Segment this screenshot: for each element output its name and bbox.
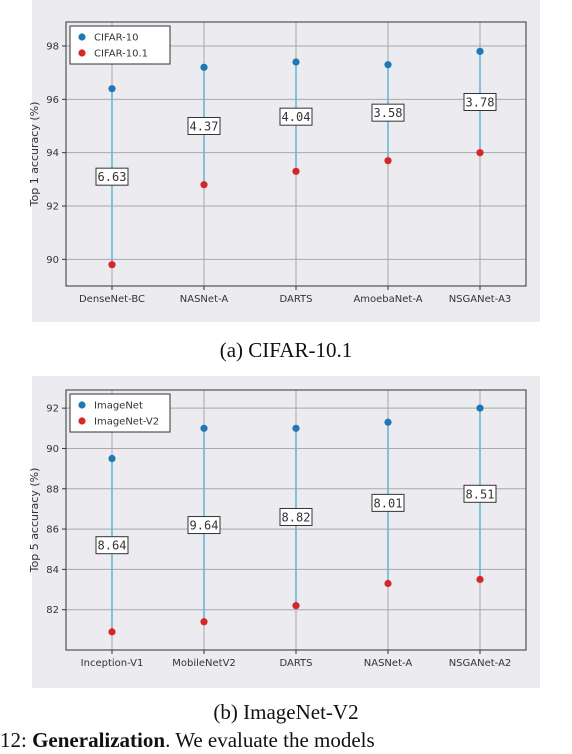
x-tick-label: DARTS — [279, 294, 312, 305]
legend-label: ImageNet-V2 — [94, 417, 159, 428]
gap-label-box — [463, 484, 497, 503]
chart-svg: 82 84 86 88 90 92 Inception-V1 MobileNetV2 DARTS… — [28, 376, 540, 688]
point-series-2 — [108, 628, 116, 636]
gap-label: 4.04 — [282, 110, 311, 124]
gap-label: 8.51 — [466, 487, 495, 501]
gap-label-box — [279, 507, 313, 526]
point-series-2 — [108, 261, 116, 269]
chart-panel-cifar: 90 92 94 96 98 DenseNet-BC NASNet-A DARTS Amoeba… — [0, 0, 572, 370]
y-tick-label: 90 — [46, 444, 59, 455]
y-tick-label: 86 — [46, 525, 59, 536]
x-tick-label: MobileNetV2 — [172, 658, 236, 669]
y-tick-label: 84 — [46, 565, 59, 576]
legend-label: ImageNet — [94, 401, 143, 412]
point-series-1 — [476, 404, 484, 412]
point-series-2 — [476, 575, 484, 584]
gap-label: 6.63 — [98, 170, 127, 184]
y-tick-label: 98 — [46, 42, 59, 53]
point-series-2 — [384, 157, 392, 165]
legend-marker — [78, 33, 86, 41]
x-tick-label: DARTS — [279, 658, 312, 669]
x-tick-label: DenseNet-BC — [79, 294, 145, 305]
y-tick-label: 92 — [46, 202, 59, 213]
point-series-1 — [200, 63, 208, 71]
point-series-2 — [292, 167, 300, 175]
chart-svg: 90 92 94 96 98 DenseNet-BC NASNet-A DARTS Amoeba… — [28, 0, 540, 322]
gap-label: 8.82 — [282, 510, 311, 524]
footer-prefix: 12: — [0, 728, 33, 752]
footer-rest: . We evaluate the models — [165, 728, 375, 752]
gap-label: 3.58 — [374, 106, 403, 120]
point-series-1 — [108, 85, 116, 93]
gap-label-box — [279, 107, 313, 126]
y-tick-label: 90 — [46, 255, 59, 266]
x-tick-label: NASNet-A — [364, 658, 413, 669]
y-tick-label: 96 — [46, 95, 59, 106]
footer-bold: Generalization — [32, 728, 166, 752]
y-tick-label: 82 — [46, 605, 59, 616]
caption-cifar: (a) CIFAR-10.1 — [219, 338, 353, 362]
legend-marker — [78, 417, 86, 425]
gap-label-box — [371, 493, 405, 512]
legend-box — [69, 393, 171, 433]
gap-label: 8.01 — [374, 496, 403, 510]
legend-marker — [78, 401, 86, 409]
point-series-2 — [384, 579, 392, 588]
point-series-2 — [476, 149, 484, 157]
gap-label-box — [187, 117, 221, 135]
x-tick-label: NSGANet-A3 — [449, 294, 512, 305]
x-tick-label: NASNet-A — [180, 294, 229, 305]
x-tick-label: AmoebaNet-A — [353, 294, 422, 305]
caption-imagenet: (b) ImageNet-V2 — [213, 700, 359, 724]
legend-box — [69, 25, 171, 65]
point-series-1 — [384, 418, 392, 426]
y-tick-label: 92 — [46, 404, 59, 415]
legend-marker — [78, 49, 86, 57]
point-series-1 — [384, 61, 392, 69]
gap-label: 3.78 — [466, 96, 495, 110]
y-axis-label: Top 5 accuracy (%) — [28, 468, 41, 574]
point-series-1 — [292, 58, 300, 66]
gap-label: 9.64 — [190, 519, 219, 533]
y-tick-label: 94 — [46, 148, 59, 159]
point-series-1 — [108, 454, 116, 463]
point-series-1 — [292, 424, 300, 432]
gap-label-box — [95, 536, 129, 555]
gap-label: 8.64 — [98, 539, 127, 553]
y-axis-label: Top 1 accuracy (%) — [28, 102, 41, 208]
x-tick-label: NSGANet-A2 — [449, 658, 512, 669]
point-series-2 — [200, 618, 208, 626]
y-tick-label: 88 — [46, 484, 59, 495]
gap-label-box — [371, 103, 405, 122]
gap-label-box — [463, 93, 497, 111]
chart-panel-imagenet: 82 84 86 88 90 92 Inception-V1 MobileNetV2 DARTS… — [0, 376, 572, 730]
x-tick-label: Inception-V1 — [81, 658, 144, 669]
point-series-2 — [292, 602, 300, 610]
point-series-1 — [200, 424, 208, 432]
legend-label: CIFAR-10.1 — [94, 49, 148, 60]
point-series-1 — [476, 47, 484, 55]
figure-footer-text: 12: Generalization. We evaluate the mode… — [0, 728, 572, 753]
point-series-2 — [200, 181, 208, 189]
gap-label: 4.37 — [190, 120, 219, 134]
legend-label: CIFAR-10 — [94, 33, 138, 44]
gap-label-box — [187, 516, 221, 535]
gap-label-box — [95, 167, 129, 186]
